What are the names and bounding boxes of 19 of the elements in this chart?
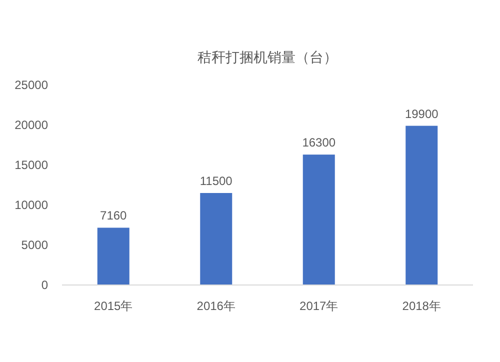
x-tick-label: 2017年 [300,299,338,313]
chart-title: 秸秆打捆机销量（台） [198,49,338,65]
bar [200,193,232,285]
data-label: 19900 [404,106,439,121]
y-tick-label: 10000 [14,198,48,212]
data-label: 16300 [302,136,336,150]
y-tick-label: 15000 [14,158,48,172]
data-label: 11500 [200,174,233,188]
y-tick-label: 20000 [14,118,48,132]
x-tick-label: 2016年 [196,299,236,313]
y-tick-label: 25000 [14,78,48,92]
y-tick-label: 0 [41,278,48,292]
data-label: 7160 [100,208,128,223]
y-tick-label: 5000 [21,238,48,252]
bar [302,154,335,285]
bar [97,228,130,285]
bar [406,126,438,285]
x-tick-label: 2015年 [94,299,133,313]
x-tick-label: 2018年 [402,299,441,313]
